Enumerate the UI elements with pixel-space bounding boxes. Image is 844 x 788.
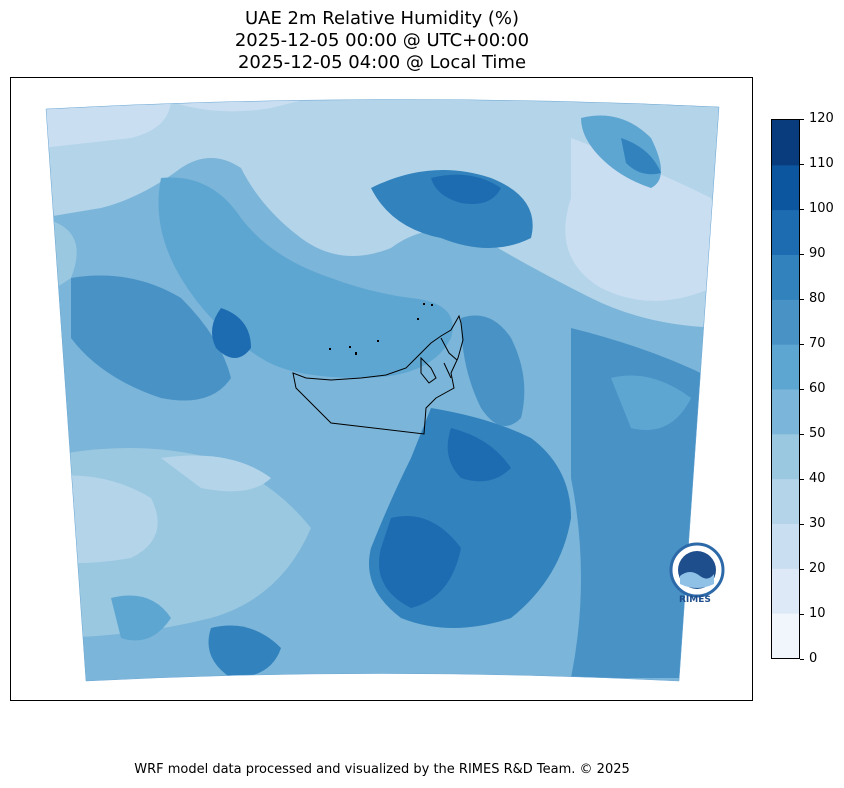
colorbar-band — [772, 389, 799, 435]
colorbar — [771, 119, 800, 659]
colorbar-bands — [772, 120, 799, 658]
colorbar-band — [772, 433, 799, 480]
rimes-logo — [669, 542, 725, 598]
uae-boundary — [292, 314, 464, 435]
humidity-contours — [46, 99, 719, 682]
colorbar-band — [772, 613, 799, 658]
credit-footer: WRF model data processed and visualized … — [134, 762, 630, 777]
map-subtitle-local: 2025-12-05 04:00 @ Local Time — [237, 52, 527, 73]
colorbar-band — [772, 523, 799, 569]
humidity-field — [45, 99, 720, 682]
humidity-map — [10, 77, 753, 701]
colorbar-band — [772, 568, 799, 614]
map-subtitle-utc: 2025-12-05 00:00 @ UTC+00:00 — [234, 30, 530, 51]
colorbar-band — [772, 164, 799, 211]
colorbar-band — [772, 120, 799, 166]
islands — [329, 303, 433, 355]
rimes-logo-text: RIMES — [679, 595, 711, 605]
colorbar-band — [772, 344, 799, 390]
colorbar-band — [772, 254, 799, 300]
map-title: UAE 2m Relative Humidity (%) — [244, 8, 520, 29]
colorbar-band — [772, 478, 799, 524]
colorbar-band — [772, 299, 799, 345]
colorbar-band — [772, 209, 799, 255]
